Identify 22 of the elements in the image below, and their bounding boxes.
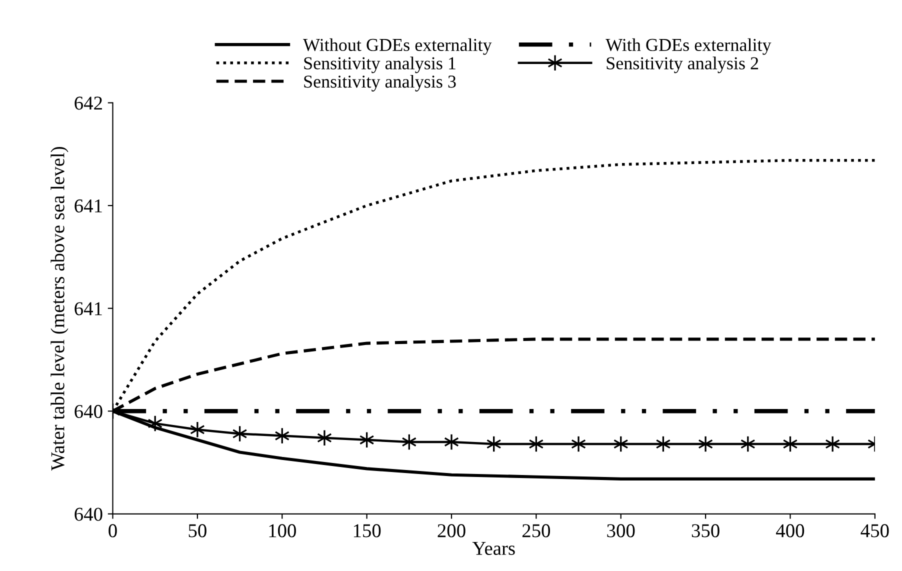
x-tick-label: 250	[522, 524, 550, 538]
y-axis-title: Water table level (meters above sea level)	[50, 146, 68, 471]
legend-label: With GDEs externality	[606, 38, 772, 55]
y-tick-label: 641	[74, 199, 102, 212]
y-tick-label: 640	[74, 404, 102, 418]
y-tick-label: 641	[74, 302, 102, 316]
x-tick-label: 0	[108, 524, 117, 538]
x-tick-label: 450	[860, 524, 889, 538]
x-tick-label: 400	[776, 524, 804, 538]
legend-label: Sensitivity analysis 2	[606, 56, 758, 74]
x-tick-label: 100	[269, 524, 296, 538]
x-axis-title: Years	[472, 542, 515, 555]
x-tick-label: 200	[438, 524, 466, 538]
x-tick-label: 300	[607, 524, 635, 538]
y-tick-label: 640	[74, 508, 102, 521]
legend-label: Sensitivity analysis 3	[304, 75, 456, 92]
legend-label: Sensitivity analysis 1	[304, 56, 456, 74]
x-tick-label: 350	[692, 524, 720, 538]
x-tick-label: 150	[354, 524, 381, 538]
legend-label: Without GDEs externality	[303, 38, 492, 55]
y-tick-label: 642	[74, 96, 102, 110]
x-tick-label: 50	[188, 524, 206, 538]
